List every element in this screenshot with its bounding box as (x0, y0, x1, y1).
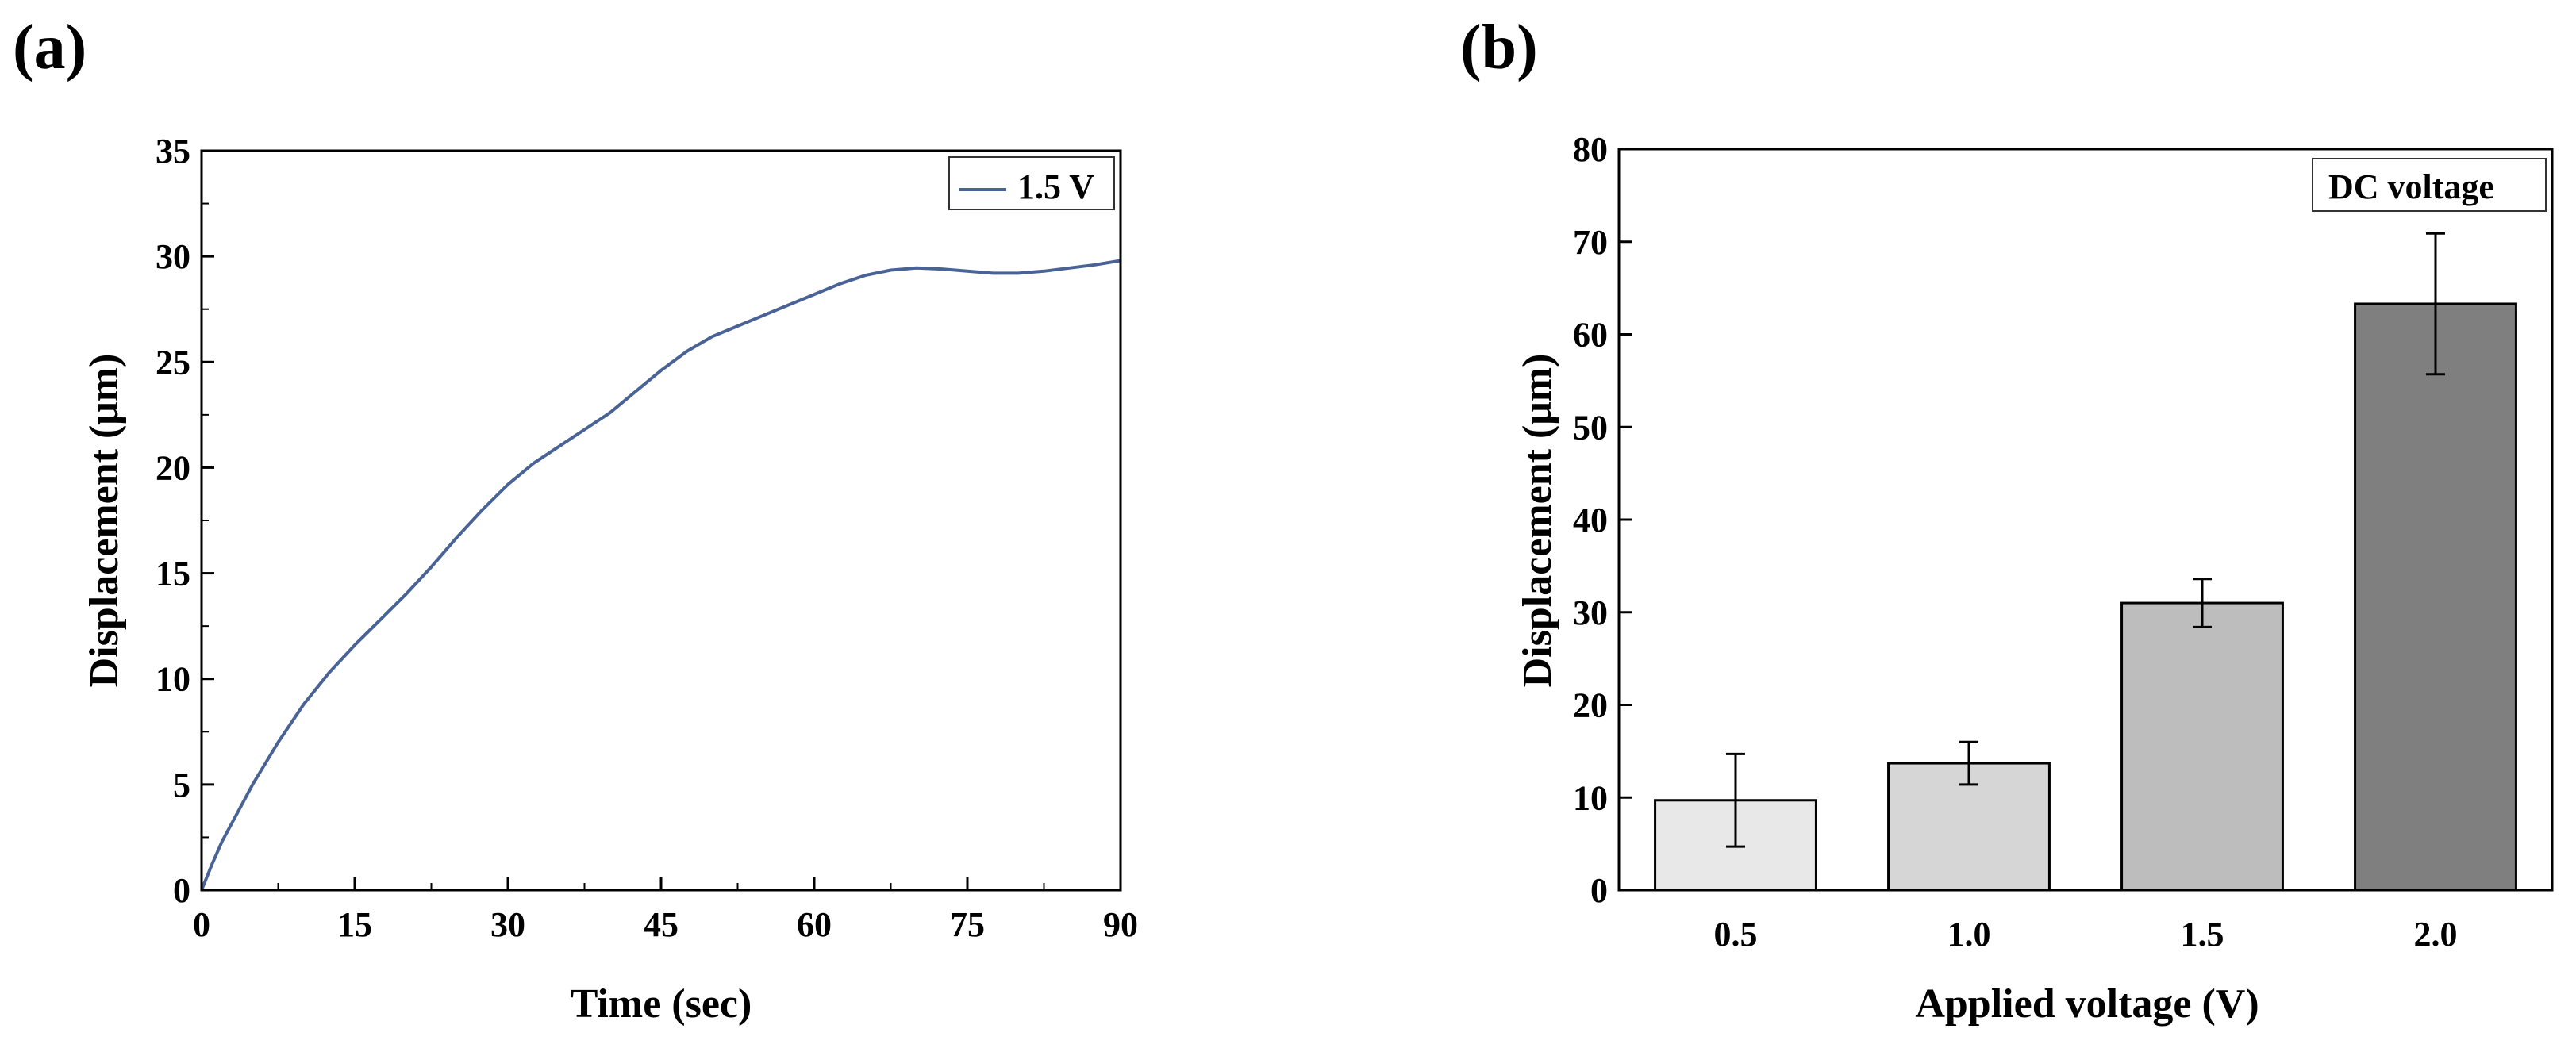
a-minor-ticks (202, 202, 1045, 890)
b-y-tick-label: 50 (1573, 408, 1608, 447)
a-plot-frame (200, 149, 1122, 892)
a-x-axis-title: Time (sec) (571, 981, 752, 1027)
b-legend: DC voltage (2312, 158, 2547, 212)
a-x-tick-label: 90 (1103, 905, 1138, 944)
a-legend-label: 1.5 V (1017, 167, 1094, 206)
a-y-tick-label: 0 (173, 871, 190, 910)
b-x-tick-label: 0.5 (1714, 915, 1758, 954)
b-ticks: 0 10 20 30 40 50 60 70 80 0.5 1.0 1.5 2.0 (1573, 130, 2458, 954)
b-y-tick-label: 30 (1573, 593, 1608, 632)
a-x-tick-label: 15 (337, 905, 372, 944)
panel-a-line-chart: (a) 0 15 30 45 60 75 90 0 5 10 15 20 25 30 35 Time (se… (13, 13, 1138, 1027)
a-y-tick-label: 20 (156, 448, 190, 487)
a-y-tick-label: 5 (173, 766, 190, 804)
a-y-axis-title: Displacement (μm) (82, 354, 127, 688)
b-y-tick-label: 60 (1573, 316, 1608, 355)
panel-a-label: (a) (13, 13, 87, 83)
b-y-tick-label: 20 (1573, 686, 1608, 725)
b-legend-label: DC voltage (2328, 167, 2494, 206)
a-y-tick-label: 10 (156, 660, 190, 699)
b-x-tick-label: 1.0 (1947, 915, 1991, 954)
b-x-tick-label: 2.0 (2414, 915, 2458, 954)
b-plot-area (1654, 232, 2517, 892)
a-series-line (200, 259, 1121, 891)
a-y-tick-label: 15 (156, 555, 190, 593)
b-bar (1887, 762, 2051, 892)
b-x-axis-title: Applied voltage (V) (1915, 981, 2259, 1027)
b-y-tick-label: 80 (1573, 130, 1608, 169)
a-y-tick-label: 25 (156, 343, 190, 382)
a-y-tick-label: 30 (156, 237, 190, 276)
a-x-tick-label: 60 (797, 905, 832, 944)
a-y-tick-label: 35 (156, 132, 190, 171)
b-bar (2354, 302, 2517, 892)
b-y-tick-label: 0 (1590, 871, 1608, 910)
b-y-tick-label: 40 (1573, 501, 1608, 539)
panel-b-label: (b) (1460, 13, 1538, 83)
a-legend: 1.5 V (948, 156, 1115, 210)
b-legend-box (2312, 158, 2547, 212)
a-plot-area (200, 259, 1121, 891)
a-x-tick-label: 45 (644, 905, 679, 944)
b-plot-frame (1617, 148, 2554, 892)
a-x-tick-label: 75 (950, 905, 985, 944)
a-x-tick-label: 0 (193, 905, 210, 944)
a-legend-box (948, 156, 1115, 210)
b-y-axis-title: Displacement (μm) (1515, 354, 1560, 688)
b-y-tick-label: 10 (1573, 778, 1608, 817)
panel-b-bar-chart: (b) 0 10 20 30 40 50 60 70 80 0.5 1.0 1.5 2.0 Applie… (1460, 13, 2554, 1027)
b-x-tick-label: 1.5 (2181, 915, 2224, 954)
a-ticks: 0 15 30 45 60 75 90 0 5 10 15 20 25 30 35 (156, 132, 1138, 944)
a-x-tick-label: 30 (490, 905, 525, 944)
b-bar (2120, 601, 2284, 892)
b-y-tick-label: 70 (1573, 223, 1608, 262)
